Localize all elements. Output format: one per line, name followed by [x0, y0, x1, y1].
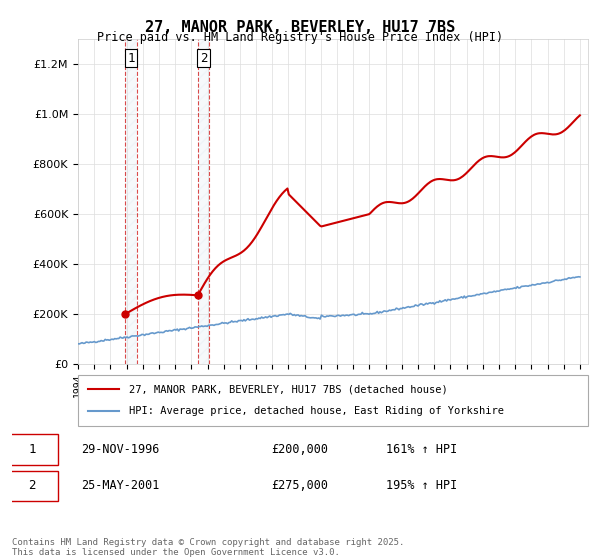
- Text: 27, MANOR PARK, BEVERLEY, HU17 7BS (detached house): 27, MANOR PARK, BEVERLEY, HU17 7BS (deta…: [129, 384, 448, 394]
- Text: HPI: Average price, detached house, East Riding of Yorkshire: HPI: Average price, detached house, East…: [129, 407, 504, 417]
- Text: 2: 2: [200, 52, 207, 65]
- Text: £200,000: £200,000: [271, 443, 328, 456]
- Text: 1: 1: [127, 52, 134, 65]
- Text: 27, MANOR PARK, BEVERLEY, HU17 7BS: 27, MANOR PARK, BEVERLEY, HU17 7BS: [145, 20, 455, 35]
- Bar: [198, 39, 209, 364]
- Text: Contains HM Land Registry data © Crown copyright and database right 2025.
This d: Contains HM Land Registry data © Crown c…: [12, 538, 404, 557]
- Text: 2: 2: [28, 479, 36, 492]
- Text: 161% ↑ HPI: 161% ↑ HPI: [386, 443, 458, 456]
- Text: 1: 1: [28, 443, 36, 456]
- Text: 195% ↑ HPI: 195% ↑ HPI: [386, 479, 458, 492]
- Text: 25-MAY-2001: 25-MAY-2001: [81, 479, 160, 492]
- Bar: [125, 39, 137, 364]
- Text: 29-NOV-1996: 29-NOV-1996: [81, 443, 160, 456]
- FancyBboxPatch shape: [78, 375, 588, 426]
- Text: £275,000: £275,000: [271, 479, 328, 492]
- FancyBboxPatch shape: [6, 434, 58, 465]
- FancyBboxPatch shape: [6, 470, 58, 501]
- Text: Price paid vs. HM Land Registry's House Price Index (HPI): Price paid vs. HM Land Registry's House …: [97, 31, 503, 44]
